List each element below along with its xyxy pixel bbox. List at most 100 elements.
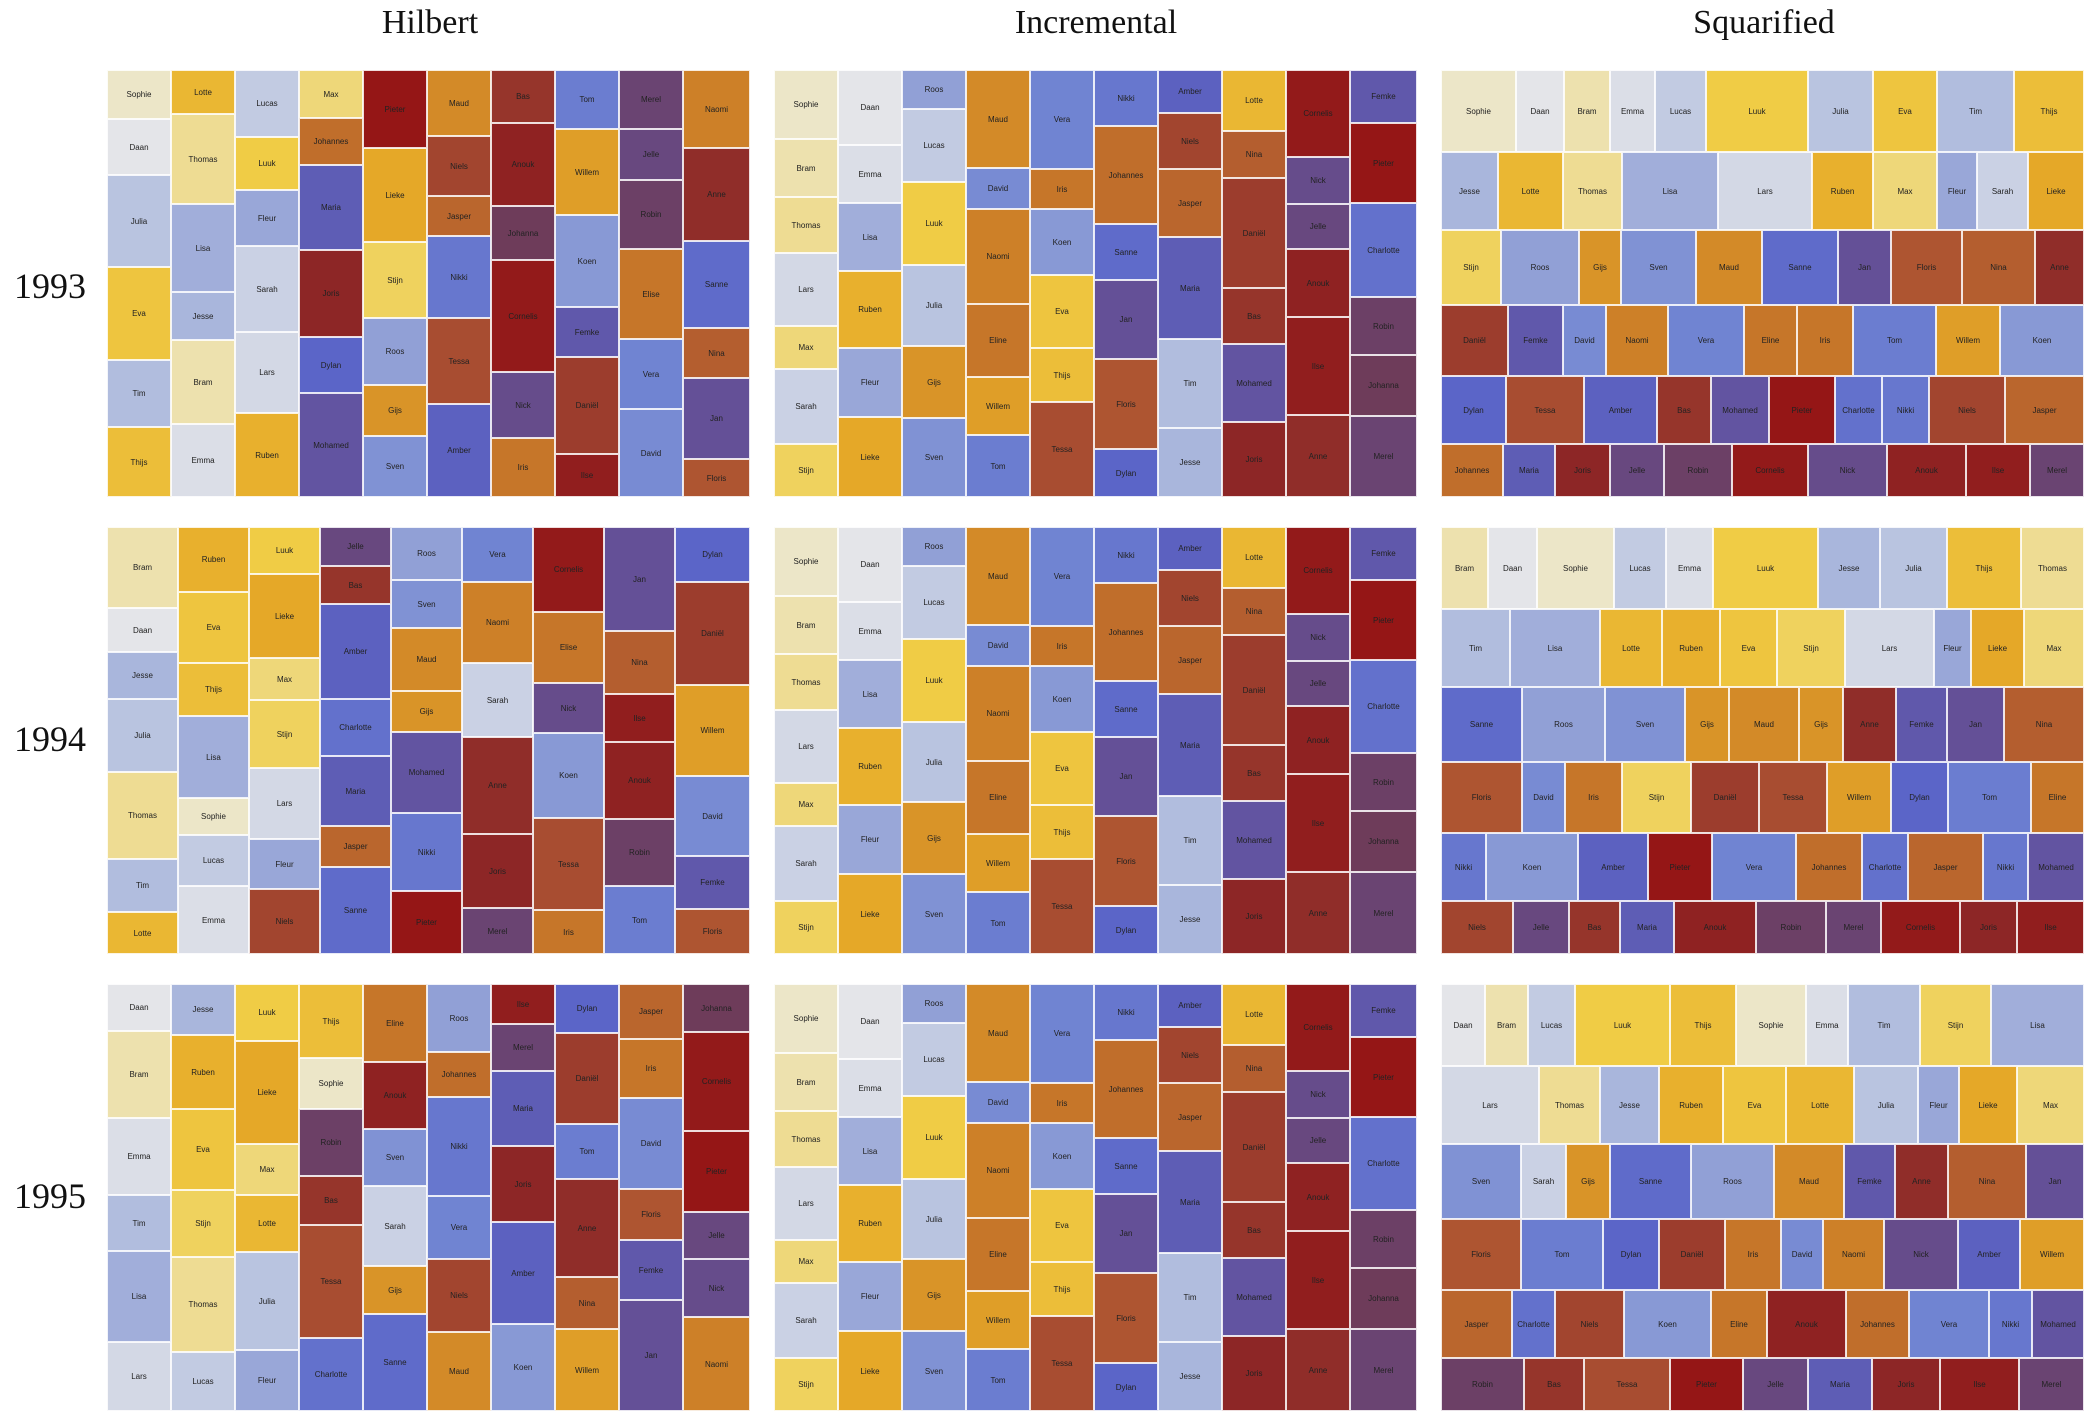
treemap-cell: Amber (1158, 70, 1222, 113)
treemap-cell: Femke (1350, 70, 1417, 123)
treemap-cell: Bas (320, 566, 391, 604)
treemap-cell: Eva (171, 1109, 235, 1190)
treemap-cell: Jesse (1441, 152, 1498, 230)
treemap-cell: Lieke (235, 1041, 299, 1144)
treemap-incremental-1995: Sophie Bram Thomas Lars Max Sarah Stijn Daan Emm… (774, 984, 1417, 1411)
column-title-hilbert: Hilbert (381, 4, 479, 41)
treemap-cell: Lars (107, 1342, 171, 1411)
treemap-cell: Julia (1854, 1066, 1918, 1144)
treemap-cell: Nikki (1983, 833, 2028, 901)
treemap-cell: Lucas (235, 70, 299, 137)
treemap-cell: Nikki (427, 236, 491, 318)
treemap-cell: Julia (902, 265, 966, 346)
treemap-cell: Tom (966, 435, 1030, 497)
treemap-cell: Floris (1094, 816, 1158, 906)
treemap-cell: Charlotte (1512, 1290, 1555, 1358)
treemap-cell: Cornelis (1732, 444, 1808, 497)
treemap-cell: Sarah (1521, 1144, 1566, 1219)
treemap-cell: Thomas (1563, 152, 1622, 230)
treemap-cell: Stijn (1441, 230, 1501, 305)
treemap-cell: Mohamed (1222, 801, 1286, 879)
treemap-cell: Johannes (299, 118, 363, 165)
treemap-cell: Pieter (1648, 833, 1712, 901)
treemap-cell: Thomas (774, 1111, 838, 1167)
treemap-cell: Sophie (1736, 984, 1806, 1066)
treemap-cell: Lisa (1622, 152, 1718, 230)
treemap-cell: Eline (966, 1218, 1030, 1291)
treemap-cell: Thomas (171, 1257, 235, 1352)
treemap-cell: Cornelis (683, 1032, 750, 1131)
treemap-cell: Ruben (235, 413, 299, 497)
treemap-cell: Cornelis (533, 527, 604, 612)
treemap-cell: Emma (1610, 70, 1655, 152)
treemap-cell: Maud (1729, 687, 1799, 762)
treemap-cell: Naomi (966, 1123, 1030, 1218)
treemap-cell: Anouk (1674, 901, 1756, 954)
treemap-cell: Jasper (619, 984, 683, 1039)
treemap-cell: Joris (1222, 879, 1286, 954)
row-label-1994: 1994 (14, 719, 86, 759)
treemap-cell: Maria (320, 756, 391, 826)
treemap-cell: Ruben (178, 527, 249, 592)
treemap-cell: Daan (838, 984, 902, 1059)
treemap-cell: Gijs (363, 385, 427, 436)
treemap-cell: Sven (902, 874, 966, 954)
treemap-cell: Johannes (1796, 833, 1862, 901)
treemap-cell: Maud (427, 70, 491, 136)
treemap-cell: Naomi (1606, 305, 1668, 376)
treemap-cell: Floris (619, 1189, 683, 1240)
treemap-cell: Lotte (1222, 984, 1286, 1045)
treemap-cell: Tessa (533, 818, 604, 910)
treemap-cell: Luuk (902, 639, 966, 722)
treemap-cell: Tom (966, 1349, 1030, 1411)
treemap-cell: Emma (107, 1118, 171, 1195)
treemap-cell: Eva (1030, 1189, 1094, 1262)
treemap-cell: Mohamed (2028, 833, 2084, 901)
treemap-cell: Dylan (299, 337, 363, 393)
treemap-cell: Tessa (1506, 376, 1584, 444)
treemap-cell: Eline (2031, 762, 2084, 833)
treemap-cell: Dylan (1094, 906, 1158, 954)
treemap-cell: Max (2017, 1066, 2084, 1144)
treemap-cell: Gijs (363, 1266, 427, 1314)
treemap-cell: Daniël (1691, 762, 1759, 833)
treemap-cell: Lucas (902, 109, 966, 182)
treemap-cell: Floris (1094, 359, 1158, 449)
treemap-cell: Maria (1503, 444, 1555, 497)
treemap-cell: Lotte (1222, 527, 1286, 588)
treemap-cell: Julia (902, 1179, 966, 1259)
treemap-cell: Ilse (1966, 444, 2030, 497)
treemap-cell: Robin (604, 819, 675, 886)
treemap-cell: Vera (619, 339, 683, 409)
treemap-cell: Anouk (491, 123, 555, 206)
treemap-cell: Maud (1774, 1144, 1844, 1219)
treemap-cell: Sanne (320, 867, 391, 954)
treemap-cell: Jasper (1158, 169, 1222, 237)
treemap-cell: Ilse (491, 984, 555, 1024)
treemap-cell: Daniël (675, 582, 750, 685)
treemap-cell: Jesse (171, 292, 235, 340)
treemap-cell: Max (774, 1240, 838, 1283)
treemap-cell: Amber (320, 604, 391, 699)
treemap-cell: Lisa (178, 716, 249, 798)
treemap-cell: Jan (1094, 280, 1158, 359)
treemap-cell: Sophie (774, 527, 838, 596)
treemap-cell: Thomas (2021, 527, 2084, 609)
treemap-cell: Maria (491, 1071, 555, 1146)
treemap-cell: Lotte (171, 70, 235, 114)
treemap-squarified-1995: Daan Bram Lucas Luuk Thijs Sophie Emma Tim Stijn… (1441, 984, 2084, 1411)
treemap-cell: Nina (1222, 588, 1286, 635)
treemap-cell: Anne (462, 737, 533, 834)
treemap-cell: Jan (619, 1300, 683, 1411)
treemap-cell: Femke (1896, 687, 1947, 762)
treemap-cell: Amber (1158, 984, 1222, 1027)
treemap-cell: Femke (1350, 527, 1417, 580)
treemap-cell: Sarah (774, 369, 838, 444)
treemap-cell: Luuk (235, 137, 299, 190)
treemap-cell: Vera (1712, 833, 1796, 901)
treemap-cell: Naomi (1823, 1219, 1884, 1290)
treemap-cell: Sarah (774, 1283, 838, 1358)
treemap-cell: Charlotte (320, 699, 391, 756)
treemap-cell: Daniël (1659, 1219, 1725, 1290)
treemap-cell: Sven (902, 1331, 966, 1411)
